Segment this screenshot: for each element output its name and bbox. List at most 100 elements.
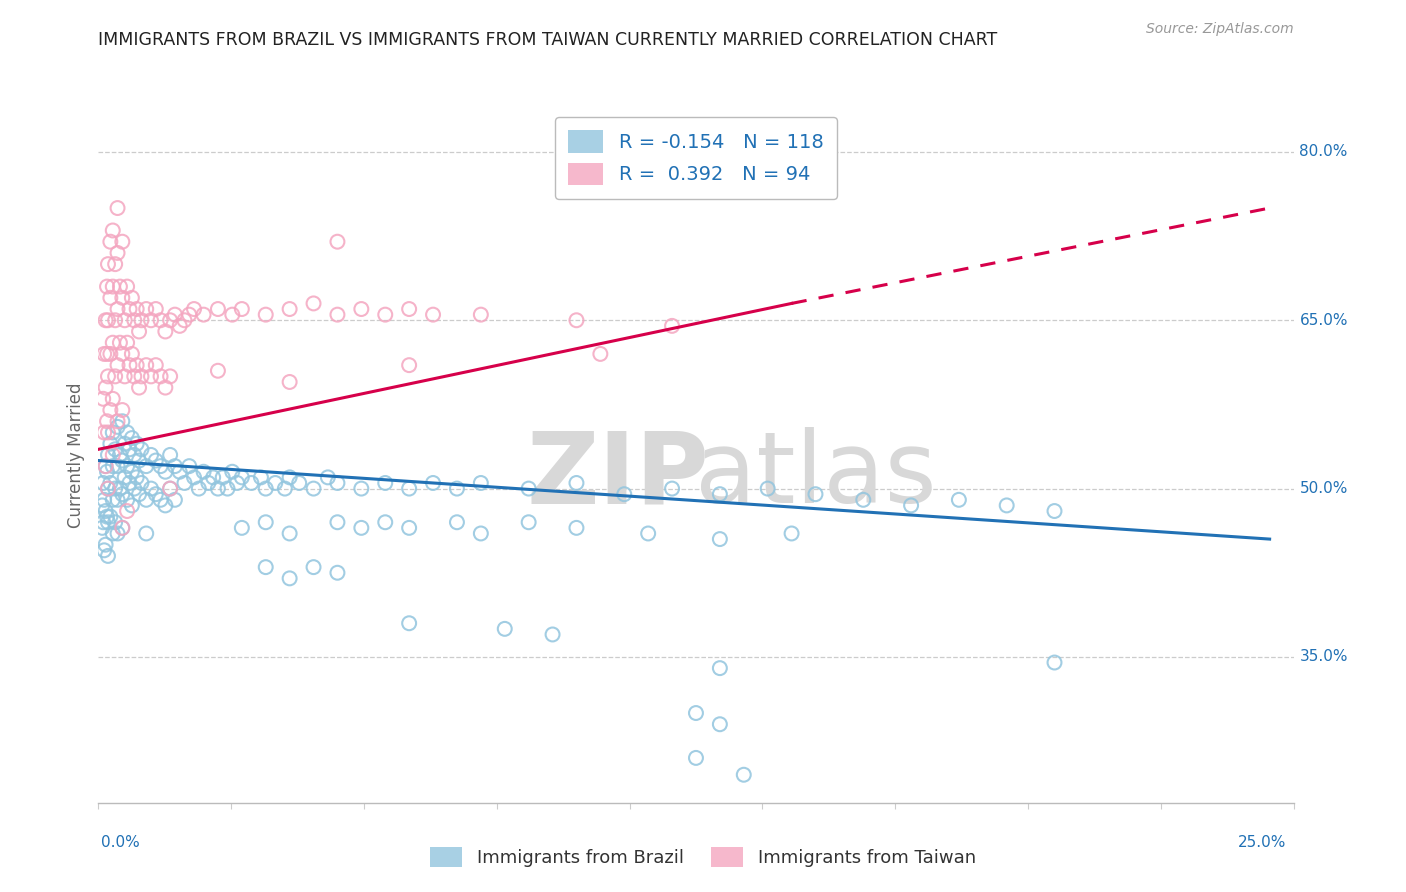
Point: [159, 448, 181, 462]
Point: [108, 448, 131, 462]
Point: [350, 301, 373, 316]
Point: [193, 308, 215, 322]
Point: [114, 436, 136, 450]
Point: [124, 369, 146, 384]
Point: [565, 313, 588, 327]
Point: [111, 453, 134, 467]
Point: [470, 475, 492, 490]
Point: [107, 414, 129, 428]
Point: [316, 470, 339, 484]
Point: [149, 313, 172, 327]
Point: [93, 543, 115, 558]
Point: [685, 751, 707, 765]
Point: [111, 235, 134, 249]
Point: [149, 492, 172, 507]
Point: [107, 201, 129, 215]
Point: [374, 515, 396, 529]
Point: [709, 487, 731, 501]
Text: 0.0%: 0.0%: [101, 836, 141, 850]
Point: [101, 223, 124, 237]
Point: [94, 313, 117, 327]
Point: [139, 448, 162, 462]
Point: [124, 482, 146, 496]
Point: [93, 425, 115, 440]
Point: [149, 459, 172, 474]
Point: [125, 436, 148, 450]
Point: [948, 492, 970, 507]
Point: [278, 301, 301, 316]
Point: [104, 313, 127, 327]
Point: [804, 487, 827, 501]
Point: [163, 459, 186, 474]
Point: [179, 459, 201, 474]
Point: [231, 301, 253, 316]
Point: [173, 313, 195, 327]
Text: ZIP: ZIP: [527, 427, 710, 524]
Point: [108, 335, 131, 350]
Point: [1043, 656, 1066, 670]
Point: [97, 257, 120, 271]
Point: [111, 347, 134, 361]
Point: [661, 482, 683, 496]
Point: [91, 392, 114, 406]
Point: [226, 475, 249, 490]
Point: [97, 369, 120, 384]
Point: [104, 369, 127, 384]
Point: [114, 369, 136, 384]
Point: [780, 526, 803, 541]
Text: 25.0%: 25.0%: [1239, 836, 1286, 850]
Point: [1043, 504, 1066, 518]
Point: [121, 499, 143, 513]
Point: [107, 358, 129, 372]
Point: [565, 521, 588, 535]
Point: [94, 538, 117, 552]
Point: [254, 308, 277, 322]
Point: [278, 375, 301, 389]
Point: [101, 279, 124, 293]
Point: [207, 482, 229, 496]
Point: [254, 560, 277, 574]
Point: [155, 381, 177, 395]
Point: [128, 381, 150, 395]
Text: 80.0%: 80.0%: [1299, 145, 1348, 160]
Point: [98, 403, 122, 417]
Point: [149, 369, 172, 384]
Point: [125, 358, 148, 372]
Point: [108, 482, 131, 496]
Point: [274, 482, 297, 496]
Point: [91, 521, 114, 535]
Point: [104, 482, 127, 496]
Point: [96, 509, 118, 524]
Point: [254, 482, 277, 496]
Point: [98, 436, 122, 450]
Point: [97, 549, 120, 563]
Point: [159, 369, 181, 384]
Point: [101, 335, 124, 350]
Point: [995, 499, 1018, 513]
Point: [264, 475, 287, 490]
Point: [179, 308, 201, 322]
Point: [240, 475, 263, 490]
Point: [135, 301, 157, 316]
Point: [101, 526, 124, 541]
Point: [637, 526, 659, 541]
Point: [254, 515, 277, 529]
Text: IMMIGRANTS FROM BRAZIL VS IMMIGRANTS FROM TAIWAN CURRENTLY MARRIED CORRELATION C: IMMIGRANTS FROM BRAZIL VS IMMIGRANTS FRO…: [98, 31, 998, 49]
Point: [131, 442, 153, 457]
Point: [288, 475, 311, 490]
Point: [302, 560, 325, 574]
Point: [93, 492, 115, 507]
Point: [326, 475, 349, 490]
Point: [374, 308, 396, 322]
Point: [107, 420, 129, 434]
Point: [709, 532, 731, 546]
Point: [101, 392, 124, 406]
Point: [94, 381, 117, 395]
Point: [422, 475, 444, 490]
Point: [118, 475, 141, 490]
Y-axis label: Currently Married: Currently Married: [66, 382, 84, 528]
Point: [197, 475, 219, 490]
Point: [128, 487, 150, 501]
Point: [494, 622, 516, 636]
Point: [131, 369, 153, 384]
